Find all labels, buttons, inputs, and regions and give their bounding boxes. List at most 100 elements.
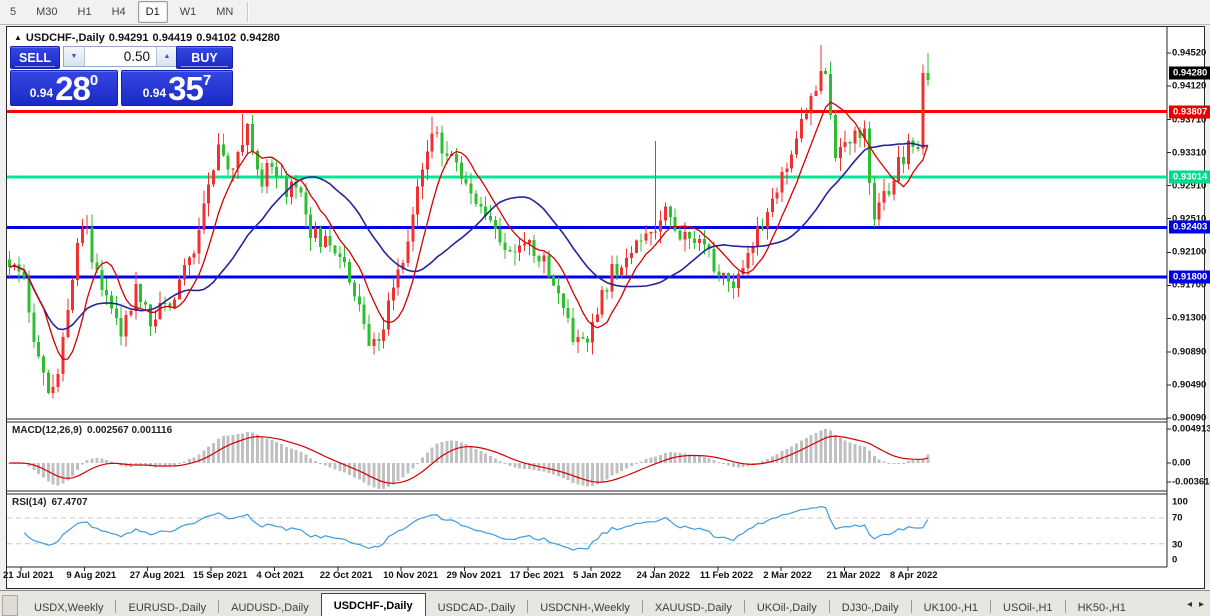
sell-price-pip: 0 <box>89 72 99 89</box>
timeframe-toolbar: 5 M30 H1 H4 D1 W1 MN <box>0 0 1210 25</box>
quote-high: 0.94419 <box>152 32 193 44</box>
price-axis-label: 0.90090 <box>1172 412 1207 424</box>
symbol-tab[interactable]: USDCNH-,Weekly <box>540 601 630 614</box>
tabbar-grip[interactable] <box>2 595 18 616</box>
sell-price-prefix: 0.94 <box>29 86 54 100</box>
date-axis-label: 24 Jan 2022 <box>636 570 690 581</box>
timeframe-button-w1[interactable]: W1 <box>179 6 197 18</box>
date-axis-label: 10 Nov 2021 <box>383 570 439 581</box>
rsi-label: RSI(14) 67.4707 <box>12 497 93 508</box>
symbol-tab[interactable]: UK100-,H1 <box>923 601 979 614</box>
timeframe-button-mn[interactable]: MN <box>216 6 234 18</box>
timeframe-button-d1[interactable]: D1 <box>137 1 168 23</box>
price-axis-label: 0.94520 <box>1172 47 1207 59</box>
collapse-panel-icon[interactable]: ▲ <box>14 33 22 42</box>
macd-axis-label: -0.003614 <box>1172 476 1210 488</box>
date-axis-label: 4 Oct 2021 <box>256 570 304 581</box>
buy-price-button[interactable]: 0.94 35 7 <box>121 70 233 106</box>
symbol-tab[interactable]: XAUUSD-,Daily <box>654 601 732 614</box>
symbol-tabbar: USDX,Weekly EURUSD-,Daily AUDUSD-,Daily USD… <box>0 590 1210 616</box>
price-level-badge: 0.93014 <box>1169 170 1210 184</box>
tab-separator <box>910 600 912 613</box>
price-level-badge: 0.93807 <box>1169 105 1210 119</box>
price-axis-label: 0.90890 <box>1172 346 1207 358</box>
symbol-name: USDCHF-,Daily <box>25 32 105 44</box>
macd-values: 0.002567 0.001116 <box>87 425 173 436</box>
price-level-badge: 0.92403 <box>1169 220 1210 234</box>
sell-price-main: 28 <box>55 69 91 107</box>
date-axis-label: 27 Aug 2021 <box>129 570 185 581</box>
date-axis-label: 9 Aug 2021 <box>66 570 117 581</box>
symbol-tab[interactable]: USOil-,H1 <box>1003 601 1053 614</box>
rsi-axis-label: 30 <box>1172 539 1183 551</box>
symbol-tab[interactable]: UKOil-,Daily <box>756 601 817 614</box>
date-axis-label: 21 Mar 2022 <box>826 570 881 581</box>
tab-separator <box>828 600 830 613</box>
symbol-tab[interactable]: USDCAD-,Daily <box>437 601 516 614</box>
price-axis-label: 0.91300 <box>1172 312 1207 324</box>
date-axis-label: 21 Jul 2021 <box>3 570 54 581</box>
volume-increase-icon[interactable]: ▲ <box>156 47 177 66</box>
tab-scroll-right-icon[interactable]: ▸ <box>1198 598 1204 610</box>
symbol-tab[interactable]: DJ30-,Daily <box>841 601 899 614</box>
sell-price-button[interactable]: 0.94 28 0 <box>10 70 118 106</box>
timeframe-button-h1[interactable]: H1 <box>77 6 92 18</box>
price-axis-label: 0.92910 <box>1172 180 1207 192</box>
rsi-axis-label: 100 <box>1172 496 1188 508</box>
chart-title: ▲ USDCHF-,Daily 0.94291 0.94419 0.94102 0.942… <box>14 32 284 44</box>
rsi-name: RSI(14) <box>12 497 47 508</box>
buy-button[interactable]: BUY <box>176 46 233 69</box>
volume-decrease-icon[interactable]: ▼ <box>64 47 85 66</box>
macd-label: MACD(12,26,9) 0.002567 0.001116 <box>12 425 177 436</box>
symbol-tab[interactable]: EURUSD-,Daily <box>128 601 207 614</box>
buy-price-main: 35 <box>168 69 204 107</box>
price-axis-label: 0.90490 <box>1172 379 1207 391</box>
price-axis-label: 0.92100 <box>1172 246 1207 258</box>
date-axis-label: 2 Mar 2022 <box>763 570 812 581</box>
symbol-tab[interactable]: USDCHF-,Daily <box>320 593 426 616</box>
tab-separator <box>218 600 220 613</box>
price-axis-label: 0.94120 <box>1172 80 1207 92</box>
price-level-badge: 0.91800 <box>1169 270 1210 284</box>
date-axis-label: 15 Sep 2021 <box>193 570 248 581</box>
timeframe-button-5[interactable]: 5 <box>10 6 17 18</box>
date-axis-label: 8 Apr 2022 <box>889 570 938 581</box>
buy-price-prefix: 0.94 <box>142 86 167 100</box>
tab-separator <box>115 600 117 613</box>
date-axis-label: 11 Feb 2022 <box>699 570 754 581</box>
timeframe-button-h4[interactable]: H4 <box>111 6 126 18</box>
price-axis-label: 0.93710 <box>1172 114 1207 126</box>
quote-close: 0.94280 <box>240 32 280 44</box>
macd-name: MACD(12,26,9) <box>12 425 83 436</box>
macd-axis-label: 0.00 <box>1172 457 1191 469</box>
rsi-axis-label: 0 <box>1172 554 1178 566</box>
date-axis-label: 29 Nov 2021 <box>446 570 502 581</box>
tab-separator <box>990 600 992 613</box>
price-axis-label: 0.91700 <box>1172 279 1207 291</box>
timeframe-button-m30[interactable]: M30 <box>36 6 58 18</box>
price-axis-label: 0.93310 <box>1172 147 1207 159</box>
price-axis-label: 0.92510 <box>1172 213 1207 225</box>
tab-separator <box>1064 600 1066 613</box>
tab-scroll-left-icon[interactable]: ◂ <box>1186 598 1192 610</box>
tab-separator <box>641 600 643 613</box>
quote-low: 0.94102 <box>196 32 237 44</box>
quote-open: 0.94291 <box>108 32 149 44</box>
chart-window <box>6 26 1205 589</box>
rsi-value: 67.4707 <box>51 497 88 508</box>
symbol-tab[interactable]: USDX,Weekly <box>34 601 104 614</box>
buy-price-pip: 7 <box>202 72 212 89</box>
tab-separator <box>527 600 529 613</box>
symbol-tab[interactable]: HK50-,H1 <box>1077 601 1126 614</box>
one-click-trade-panel: SELL ▼ ▲ BUY 0.94 28 0 0.94 35 7 <box>10 46 233 106</box>
volume-input[interactable] <box>85 47 156 66</box>
macd-axis-label: 0.004913 <box>1172 423 1210 435</box>
volume-spinner: ▼ ▲ <box>63 46 178 67</box>
toolbar-separator <box>247 2 250 22</box>
sell-button[interactable]: SELL <box>10 46 60 69</box>
tab-scroll-arrows: ◂ ▸ <box>1180 591 1210 616</box>
price-level-badge: 0.94280 <box>1169 66 1210 80</box>
date-axis-label: 22 Oct 2021 <box>319 570 373 581</box>
symbol-tab[interactable]: AUDUSD-,Daily <box>231 601 309 614</box>
